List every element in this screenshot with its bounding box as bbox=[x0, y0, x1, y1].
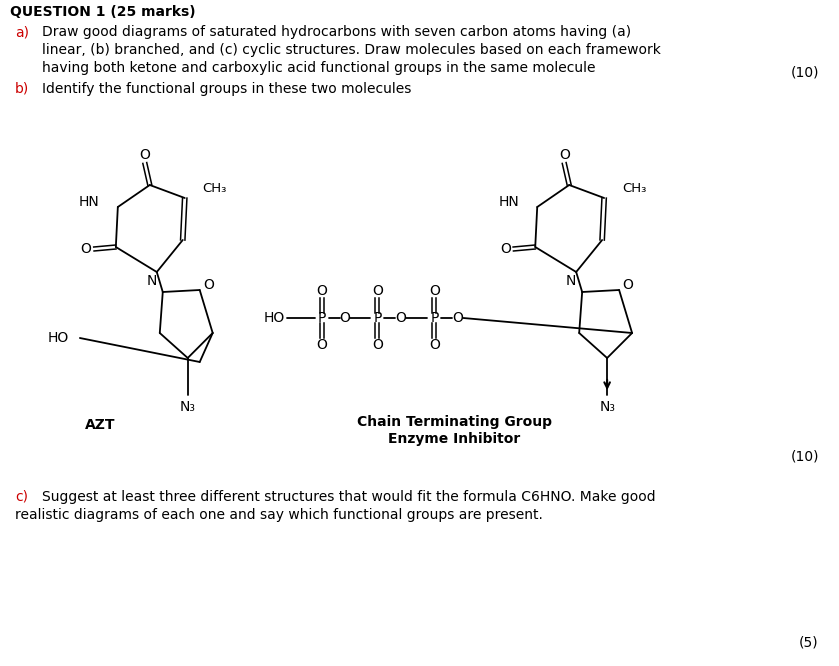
Text: O: O bbox=[81, 242, 91, 256]
Text: Chain Terminating Group: Chain Terminating Group bbox=[357, 415, 552, 429]
Text: O: O bbox=[429, 338, 440, 352]
Text: HN: HN bbox=[498, 195, 519, 209]
Text: QUESTION 1 (25 marks): QUESTION 1 (25 marks) bbox=[10, 5, 195, 19]
Text: (10): (10) bbox=[790, 65, 819, 79]
Text: linear, (b) branched, and (c) cyclic structures. Draw molecules based on each fr: linear, (b) branched, and (c) cyclic str… bbox=[42, 43, 661, 57]
Text: P: P bbox=[430, 311, 439, 325]
Text: N: N bbox=[566, 274, 576, 288]
Text: N₃: N₃ bbox=[180, 400, 195, 414]
Text: HN: HN bbox=[79, 195, 100, 209]
Text: O: O bbox=[339, 311, 350, 325]
Text: O: O bbox=[429, 284, 440, 298]
Text: HO: HO bbox=[47, 331, 69, 345]
Text: a): a) bbox=[15, 25, 29, 39]
Text: O: O bbox=[500, 242, 511, 256]
Text: O: O bbox=[372, 284, 383, 298]
Text: O: O bbox=[395, 311, 406, 325]
Text: N₃: N₃ bbox=[599, 400, 615, 414]
Text: CH₃: CH₃ bbox=[203, 182, 227, 194]
Text: c): c) bbox=[15, 490, 28, 504]
Text: N: N bbox=[147, 274, 157, 288]
Text: Identify the functional groups in these two molecules: Identify the functional groups in these … bbox=[42, 82, 411, 96]
Text: O: O bbox=[623, 278, 633, 292]
Text: P: P bbox=[317, 311, 326, 325]
Text: P: P bbox=[373, 311, 382, 325]
Text: O: O bbox=[316, 284, 327, 298]
Text: O: O bbox=[203, 278, 214, 292]
Text: O: O bbox=[452, 311, 463, 325]
Text: O: O bbox=[372, 338, 383, 352]
Text: HO: HO bbox=[263, 311, 284, 325]
Text: (5): (5) bbox=[800, 635, 819, 649]
Text: having both ketone and carboxylic acid functional groups in the same molecule: having both ketone and carboxylic acid f… bbox=[42, 61, 596, 75]
Text: Draw good diagrams of saturated hydrocarbons with seven carbon atoms having (a): Draw good diagrams of saturated hydrocar… bbox=[42, 25, 631, 39]
Text: Suggest at least three different structures that would fit the formula C6HNO. Ma: Suggest at least three different structu… bbox=[42, 490, 655, 504]
Text: O: O bbox=[316, 338, 327, 352]
Text: realistic diagrams of each one and say which functional groups are present.: realistic diagrams of each one and say w… bbox=[15, 508, 543, 522]
Text: O: O bbox=[559, 148, 570, 162]
Text: Enzyme Inhibitor: Enzyme Inhibitor bbox=[388, 432, 520, 446]
Text: AZT: AZT bbox=[85, 418, 116, 432]
Text: (10): (10) bbox=[790, 450, 819, 464]
Text: O: O bbox=[139, 148, 150, 162]
Text: b): b) bbox=[15, 82, 29, 96]
Text: CH₃: CH₃ bbox=[622, 182, 647, 194]
